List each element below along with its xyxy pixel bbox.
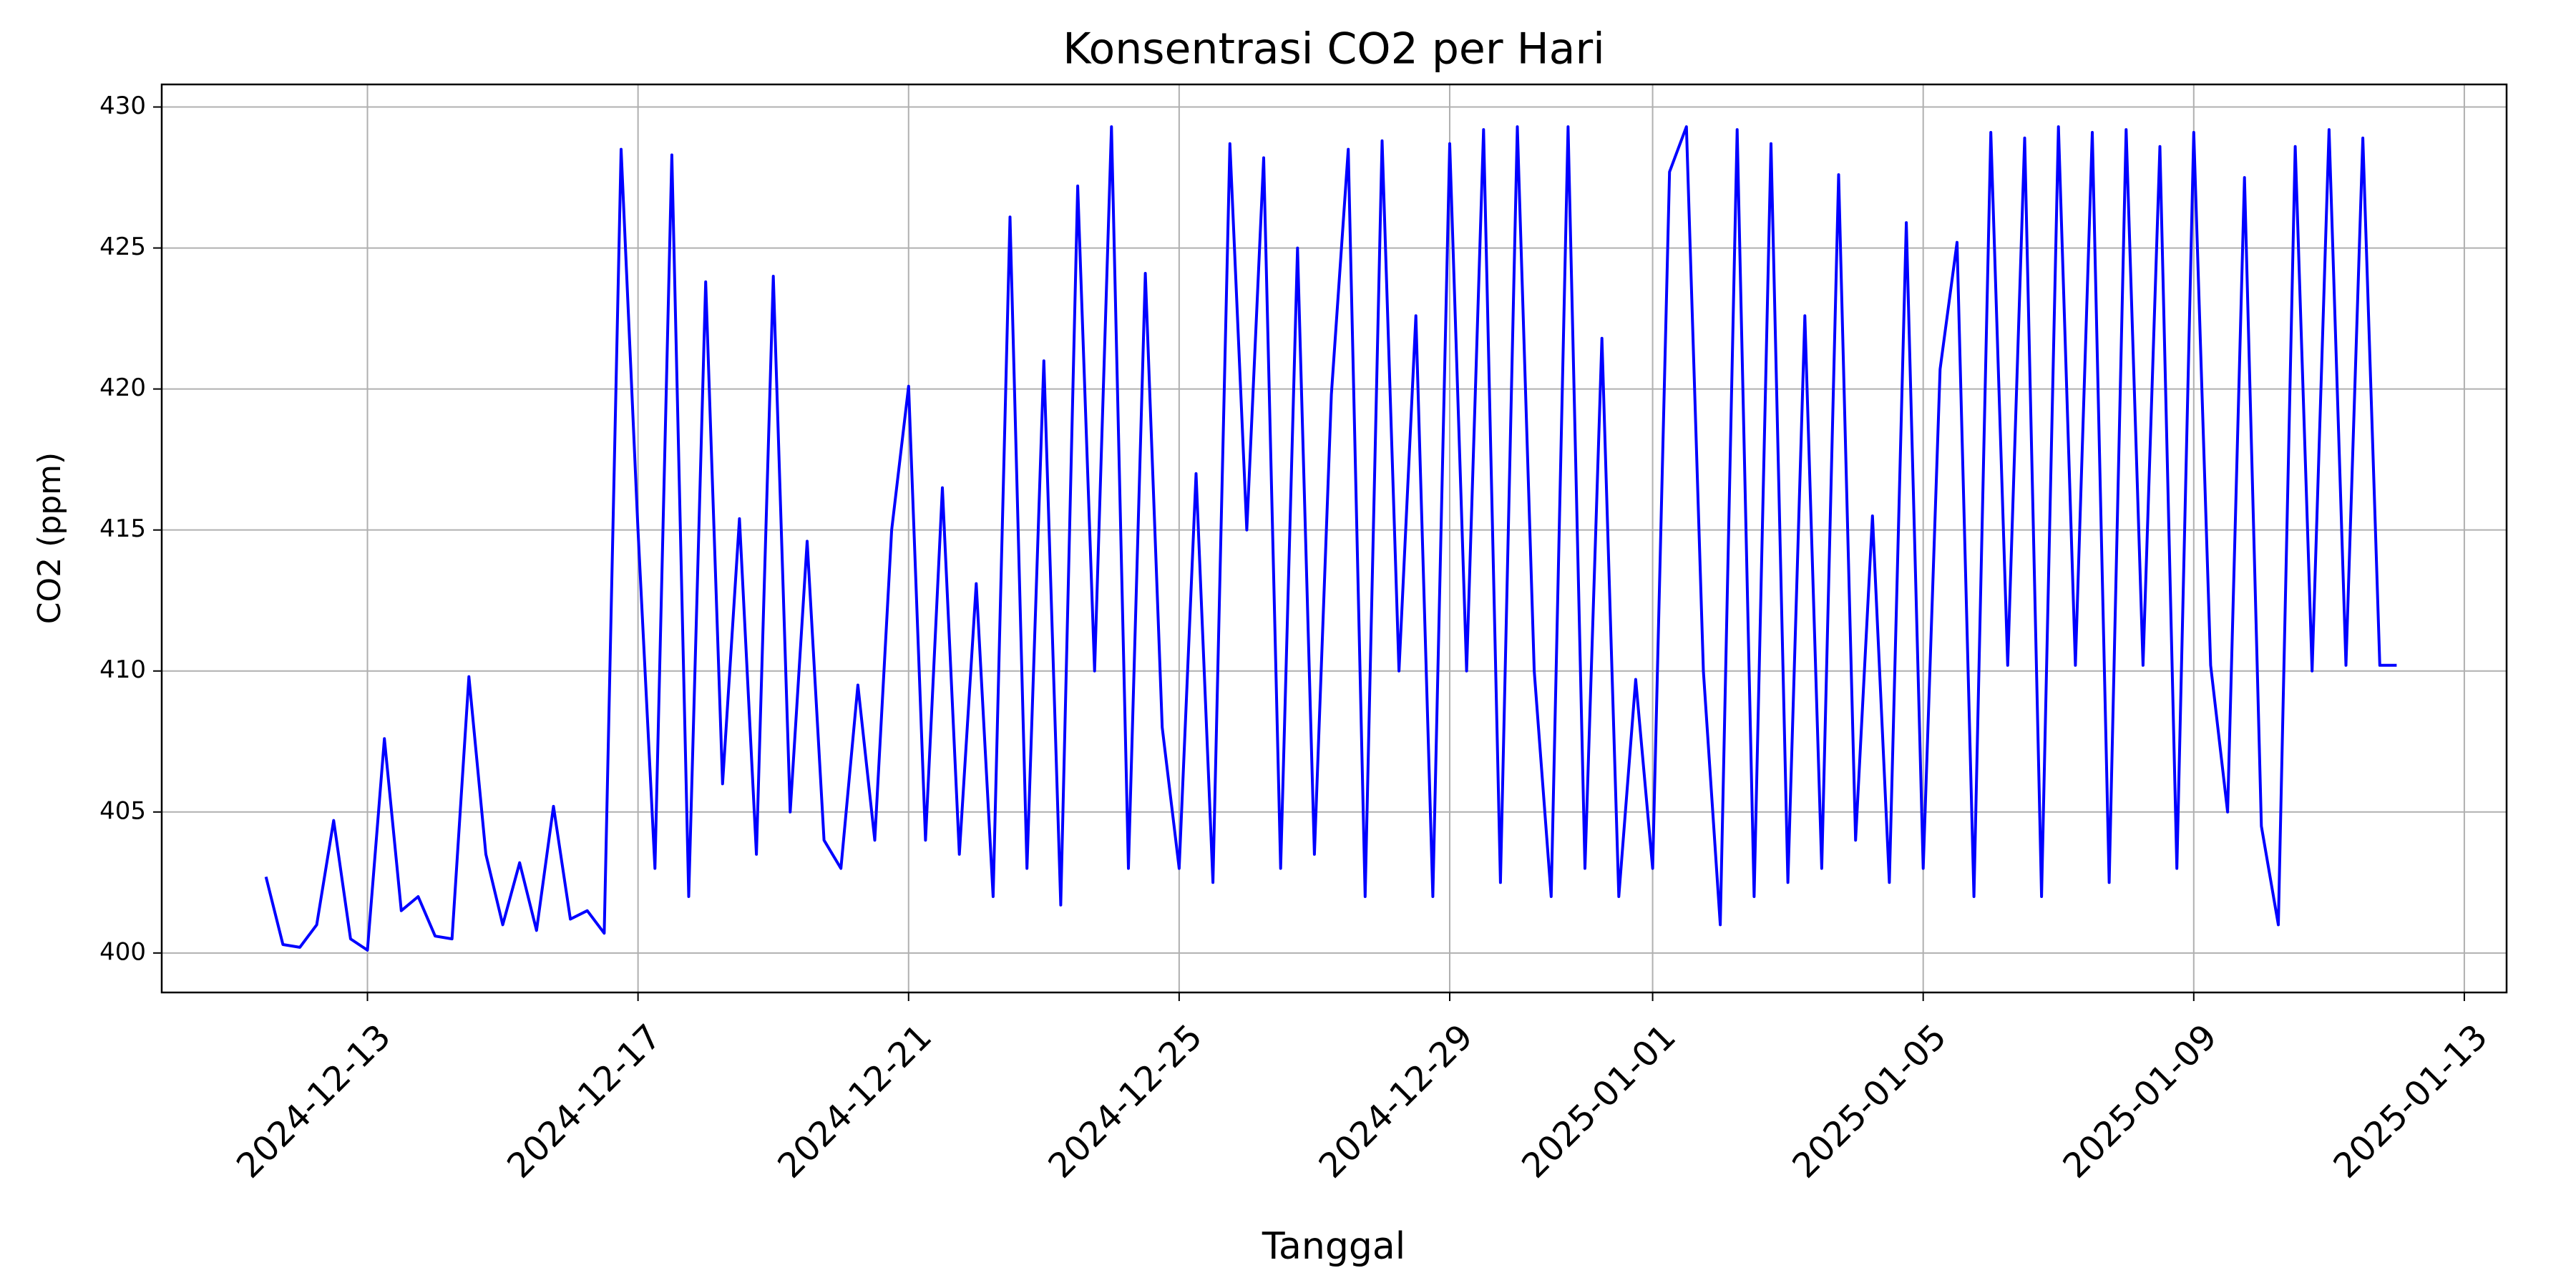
chart-title: Konsentrasi CO2 per Hari bbox=[1063, 24, 1605, 74]
y-tick-label: 400 bbox=[99, 937, 146, 966]
y-tick-label: 405 bbox=[99, 796, 146, 825]
y-tick-label: 425 bbox=[99, 233, 146, 261]
y-tick-label: 420 bbox=[99, 374, 146, 402]
x-axis-label: Tanggal bbox=[1262, 1225, 1405, 1268]
y-tick-label: 430 bbox=[99, 92, 146, 120]
data-line bbox=[264, 125, 2397, 952]
y-tick-label: 415 bbox=[99, 514, 146, 543]
y-tick-label: 410 bbox=[99, 655, 146, 684]
plot-frame bbox=[160, 83, 2508, 994]
y-axis-label: CO2 (ppm) bbox=[31, 452, 68, 624]
